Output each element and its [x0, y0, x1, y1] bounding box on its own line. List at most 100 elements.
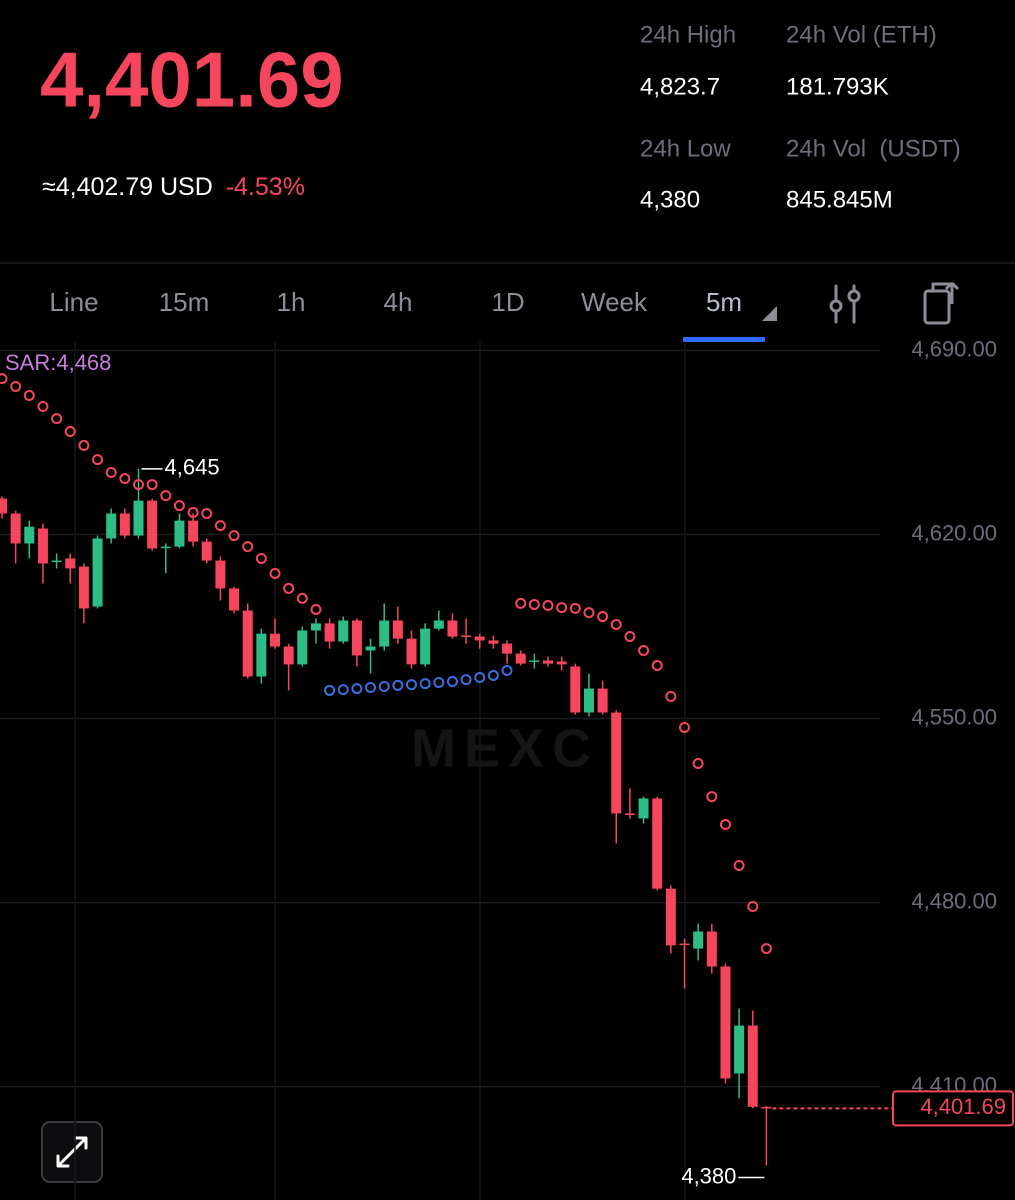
- sar-label: SAR:4,468: [5, 350, 111, 375]
- sar-dot: [638, 644, 650, 656]
- sar-dot: [583, 607, 595, 619]
- candle-body: [747, 1025, 758, 1107]
- candle-body: [51, 560, 62, 563]
- timeframe-tab[interactable]: 1h: [277, 287, 306, 317]
- sar-dot: [665, 690, 677, 702]
- candle-body: [543, 660, 553, 664]
- timeframe-tab[interactable]: 1D: [491, 287, 524, 317]
- candle-body: [283, 646, 294, 665]
- sar-dot: [337, 684, 349, 696]
- sar-dot: [133, 479, 144, 491]
- sar-dot: [365, 682, 377, 694]
- stat-label: 24h Vol (ETH): [786, 21, 937, 48]
- candle-body: [693, 931, 704, 949]
- sar-dot: [242, 541, 254, 553]
- candle-body: [665, 888, 676, 946]
- candle-body: [652, 798, 663, 889]
- sar-dot: [528, 598, 540, 610]
- timeframe-tab[interactable]: 5m: [706, 287, 742, 317]
- sar-dot: [610, 618, 622, 630]
- candle-body: [433, 620, 444, 629]
- candle-body: [570, 666, 581, 713]
- candle-body: [119, 513, 130, 536]
- candle-body: [365, 646, 376, 651]
- stat-value: 845.845M: [786, 186, 893, 213]
- stat-label: 24h Vol (USDT): [786, 135, 961, 162]
- candle-body: [338, 620, 349, 642]
- candle-body: [10, 513, 21, 544]
- last-price-label: 4,401.69: [920, 1094, 1006, 1119]
- candle-body: [461, 635, 472, 637]
- candle-body: [515, 653, 526, 664]
- sar-dot: [515, 597, 527, 609]
- timeframe-tab[interactable]: Week: [581, 287, 648, 317]
- timeframe-tab[interactable]: 15m: [159, 287, 210, 317]
- candle-body: [65, 558, 76, 569]
- sar-dot: [474, 672, 486, 684]
- sar-dot: [624, 631, 636, 643]
- candle-body: [720, 966, 731, 1079]
- sar-dot: [392, 679, 404, 691]
- y-tick-label: 4,620.00: [911, 520, 997, 545]
- sar-dot: [228, 530, 240, 542]
- candle-body: [406, 638, 417, 665]
- candle-body: [201, 541, 212, 561]
- sar-dot: [214, 520, 226, 532]
- expand-button[interactable]: [41, 1121, 103, 1183]
- candle-body: [556, 661, 567, 665]
- sar-dot: [51, 413, 63, 425]
- sar-dot: [92, 454, 104, 466]
- candle-body: [78, 566, 89, 609]
- sar-dot: [597, 611, 609, 623]
- candle-body: [160, 546, 171, 549]
- candle-body: [706, 931, 717, 967]
- candle-body: [392, 620, 403, 639]
- layout-icon[interactable]: [923, 281, 960, 325]
- stat-value: 181.793K: [786, 73, 889, 100]
- candle-body: [447, 620, 458, 637]
- dropdown-caret[interactable]: [762, 306, 777, 321]
- sar-dot: [378, 680, 390, 692]
- timeframe-tab[interactable]: Line: [49, 287, 98, 317]
- sar-dot: [64, 425, 76, 437]
- candle-body: [242, 610, 253, 677]
- sar-dot: [119, 473, 131, 485]
- candle-body: [215, 560, 226, 589]
- candle-body: [297, 630, 308, 665]
- stat-label: 24h High: [640, 21, 736, 48]
- sar-dot: [733, 860, 745, 872]
- sar-dot: [296, 592, 308, 604]
- indicator-icon[interactable]: [829, 284, 861, 324]
- sar-dot: [719, 818, 731, 830]
- candle-body: [24, 526, 35, 544]
- sar-dot: [556, 602, 568, 614]
- sar-dot: [269, 567, 281, 579]
- candle-body: [0, 498, 7, 514]
- sar-dot: [351, 683, 363, 695]
- sar-dot: [10, 381, 22, 393]
- timeframe-tab[interactable]: 4h: [384, 287, 413, 317]
- candle-body: [147, 500, 158, 549]
- sar-dot: [706, 791, 718, 803]
- sar-dot: [78, 439, 90, 451]
- sar-dot: [487, 669, 499, 681]
- sar-dot: [255, 552, 267, 564]
- candle-body: [488, 640, 499, 644]
- sar-dot: [460, 674, 472, 686]
- sar-dot: [760, 943, 772, 955]
- sar-dot: [692, 758, 704, 770]
- usd-price: ≈4,402.79 USD: [42, 173, 213, 201]
- sar-dot: [446, 675, 458, 687]
- stat-value: 4,823.7: [640, 73, 720, 100]
- active-tab-underline: [683, 337, 765, 342]
- last-price: 4,401.69: [40, 36, 344, 124]
- price-change: -4.53%: [226, 173, 305, 201]
- sar-dot: [406, 679, 417, 691]
- stat-label: 24h Low: [640, 135, 731, 162]
- watermark: MEXC: [411, 718, 599, 778]
- candle-body: [310, 623, 321, 631]
- sar-dot: [310, 603, 322, 615]
- sar-dot: [651, 659, 663, 671]
